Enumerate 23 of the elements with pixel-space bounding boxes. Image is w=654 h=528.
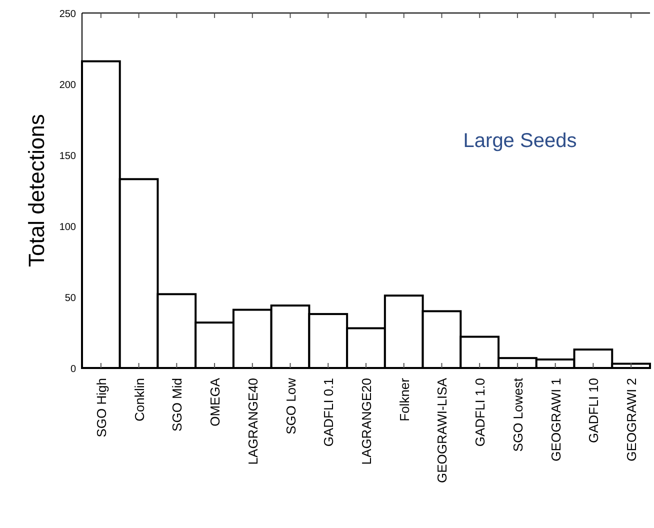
y-tick-label: 150 <box>59 151 76 162</box>
x-tick-label: GADFLI 10 <box>586 378 602 444</box>
x-tick-label: SGO Low <box>283 377 298 434</box>
x-tick-label: SGO High <box>94 378 109 438</box>
y-tick-label: 0 <box>70 364 76 375</box>
x-tick-label: LAGRANGE40 <box>245 378 260 465</box>
x-tick-label: GEOGRAWI 1 <box>548 378 564 462</box>
y-axis-title: Total detections <box>24 114 49 267</box>
x-tick-label: GEOGRAWI-LISA <box>434 378 450 483</box>
x-tick-label: Folkner <box>396 377 412 422</box>
x-tick-label: LAGRANGE20 <box>359 378 374 465</box>
x-tick-label: SGO Mid <box>170 378 185 432</box>
x-tick-label: GEOGRAWI 2 <box>624 378 640 462</box>
x-tick-label: OMEGA <box>208 378 223 426</box>
annotation: Large Seeds <box>463 130 577 152</box>
x-tick-label: Conklin <box>132 378 147 422</box>
y-tick-label: 100 <box>59 222 76 233</box>
x-tick-label: SGO Lowest <box>510 378 526 452</box>
y-tick-label: 200 <box>59 80 76 91</box>
y-tick-label: 50 <box>64 293 76 304</box>
y-tick-label: 250 <box>59 9 76 20</box>
x-tick-label: GADFLI 0.1 <box>321 378 336 447</box>
x-tick-label: GADFLI 1.0 <box>472 378 488 447</box>
